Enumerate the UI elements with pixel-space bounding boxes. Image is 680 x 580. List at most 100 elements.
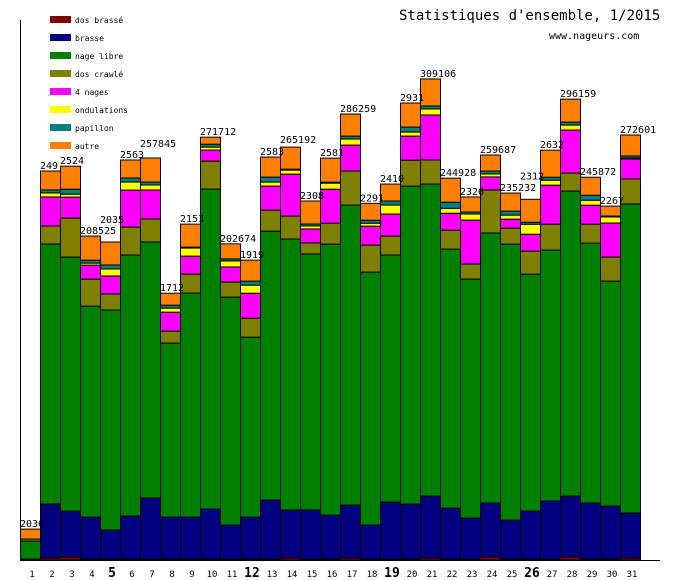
total-label: 1919 — [240, 250, 264, 261]
bar-segment-brasse — [100, 529, 121, 560]
bar-segment-dos-crawlé — [500, 227, 521, 245]
bar-segment-nage-libre — [520, 273, 541, 512]
x-tick-label: 28 — [567, 570, 578, 580]
bar-segment-brasse — [580, 502, 601, 560]
bar-segment-brasse — [500, 519, 521, 560]
bar-segment-autre — [400, 102, 421, 128]
bar-segment-nage-libre — [80, 305, 101, 518]
legend-swatch — [50, 106, 71, 113]
bar-segment-nage-libre — [600, 280, 621, 507]
bar-segment-brasse — [420, 495, 441, 559]
bar-segment-4-nages — [40, 196, 61, 227]
legend-label: autre — [75, 142, 99, 151]
total-label: 2632 — [540, 140, 564, 151]
bar-segment-papillon — [260, 176, 281, 183]
total-label: 2563 — [120, 150, 144, 161]
total-label: 235232 — [500, 183, 536, 194]
x-tick-label: 23 — [467, 570, 478, 580]
bar-segment-dos-crawlé — [440, 229, 461, 250]
bar-segment-dos-crawlé — [320, 222, 341, 245]
bar-segment-autre — [240, 259, 261, 282]
bar-segment-nage-libre — [300, 253, 321, 511]
bar-segment-ondulations — [160, 307, 181, 313]
x-tick-label: 6 — [129, 570, 134, 580]
total-label: 286259 — [340, 104, 376, 115]
bar-segment-ondulations — [460, 213, 481, 221]
total-label: 2581 — [320, 148, 344, 159]
bar-segment-ondulations — [140, 184, 161, 191]
chart-title: Statistiques d'ensemble, 1/2015 — [399, 8, 661, 24]
total-label: 2036 — [20, 519, 44, 530]
bar-segment-4-nages — [620, 158, 641, 180]
bar-segment-nage-libre — [360, 271, 381, 526]
total-label: 2035 — [100, 215, 124, 226]
bar-segment-dos-crawlé — [380, 235, 401, 256]
legend-label: brasse — [75, 34, 104, 43]
bar-segment-autre — [140, 157, 161, 183]
bar-segment-brasse — [460, 517, 481, 560]
total-label: 2153 — [180, 214, 204, 225]
total-label: 2312 — [520, 171, 544, 182]
bar-segment-4-nages — [420, 114, 441, 161]
x-tick-label: 7 — [149, 570, 154, 580]
bar-segment-brasse — [340, 504, 361, 559]
bar-segment-4-nages — [600, 222, 621, 258]
x-tick-label: 25 — [507, 570, 518, 580]
x-tick-label: 21 — [427, 570, 438, 580]
bar-segment-dos-crawlé — [120, 226, 141, 256]
bar-segment-autre — [120, 159, 141, 179]
x-tick-label: 9 — [189, 570, 194, 580]
bar-segment-autre — [260, 156, 281, 178]
bar-segment-papillon — [120, 177, 141, 183]
bar-segment-nage-libre — [560, 190, 581, 497]
bar-segment-autre — [520, 198, 541, 223]
bar-segment-dos-crawlé — [240, 317, 261, 338]
bar-segment-autre — [20, 528, 41, 540]
bar-segment-autre — [280, 146, 301, 170]
total-label: 249 — [40, 161, 58, 172]
bar-segment-papillon — [100, 264, 121, 270]
bar-segment-nage-libre — [500, 243, 521, 521]
bar-segment-nage-libre — [440, 248, 461, 509]
bar-segment-4-nages — [60, 196, 81, 219]
bar-segment-4-nages — [200, 149, 221, 162]
bar-segment-dos-crawlé — [60, 217, 81, 258]
bar-segment-nage-libre — [60, 256, 81, 512]
bar-segment-4-nages — [140, 189, 161, 220]
total-label: 2410 — [380, 174, 404, 185]
x-tick-label: 16 — [327, 570, 338, 580]
x-tick-label: 1 — [29, 570, 34, 580]
total-label: 2524 — [60, 156, 84, 167]
bar-segment-ondulations — [380, 204, 401, 215]
bar-segment-brasse — [120, 515, 141, 560]
total-label: 202674 — [220, 234, 256, 245]
total-label: 2583 — [260, 147, 284, 158]
bar-segment-nage-libre — [260, 230, 281, 501]
bar-segment-dos-crawlé — [200, 160, 221, 190]
x-tick-label: 4 — [89, 570, 94, 580]
x-tick-label: 10 — [207, 570, 218, 580]
legend-swatch — [50, 142, 71, 149]
bar-segment-4-nages — [220, 266, 241, 283]
bar-segment-ondulations — [600, 216, 621, 224]
bar-segment-brasse — [320, 514, 341, 560]
bar-segment-ondulations — [420, 108, 441, 116]
bar-segment-nage-libre — [340, 204, 361, 506]
bar-segment-4-nages — [260, 185, 281, 211]
bar-segment-dos-crawlé — [520, 250, 541, 275]
bar-segment-dos-crawlé — [140, 218, 161, 243]
bar-segment-brasse — [260, 499, 281, 560]
bar-segment-nage-libre — [320, 243, 341, 516]
bar-segment-autre — [160, 292, 181, 306]
legend-label: ondulations — [75, 106, 128, 115]
bar-segment-brasse — [180, 516, 201, 560]
bar-segment-brasse — [560, 495, 581, 558]
bar-segment-nage-libre — [220, 296, 241, 526]
bar-segment-brasse — [200, 508, 221, 560]
total-label: 2291 — [360, 193, 384, 204]
legend-swatch — [50, 88, 71, 95]
x-tick-label: 8 — [169, 570, 174, 580]
bar-segment-autre — [600, 205, 621, 217]
x-tick-label: 19 — [384, 566, 400, 580]
bar-segment-dos-crawlé — [300, 242, 321, 255]
